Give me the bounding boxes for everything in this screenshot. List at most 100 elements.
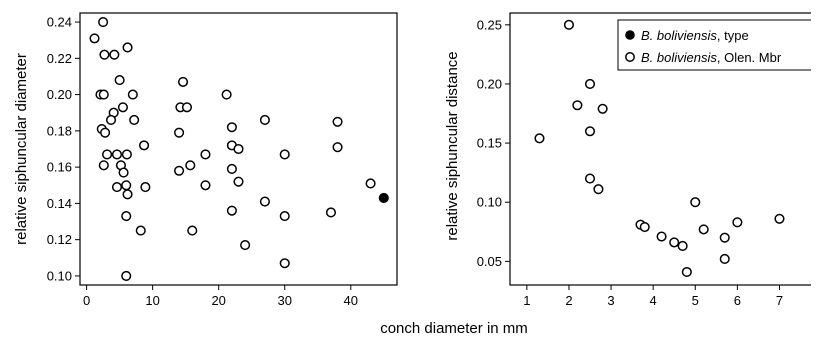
- legend-entry-olen-suffix: , Olen. Mbr: [717, 50, 782, 65]
- left-open-data-point: [98, 160, 109, 171]
- left-open-data-point: [118, 167, 129, 178]
- legend-box: [617, 19, 817, 71]
- right-x-tick-label: 1: [523, 293, 530, 308]
- left-x-tick-label: 30: [277, 293, 291, 308]
- right-open-data-point: [584, 173, 596, 184]
- left-open-data-point: [117, 102, 128, 113]
- left-open-data-point: [99, 49, 110, 60]
- left-x-tick-label: 10: [145, 293, 159, 308]
- left-open-data-point: [121, 149, 132, 160]
- left-open-data-point: [121, 211, 132, 222]
- right-x-tick-label: 2: [565, 293, 572, 308]
- right-x-tick-label: 3: [607, 293, 614, 308]
- left-x-tick-label: 20: [211, 293, 225, 308]
- left-open-data-point: [135, 225, 146, 236]
- left-y-tick-label: 0.12: [47, 232, 72, 247]
- left-open-data-point: [174, 127, 185, 138]
- left-y-axis-label: relative siphuncular diameter: [13, 53, 30, 245]
- left-open-data-point: [332, 116, 343, 127]
- right-open-data-point: [677, 240, 688, 252]
- right-open-data-point: [732, 217, 743, 228]
- right-y-tick-label: 0.10: [477, 195, 502, 210]
- legend-open-circle-marker: [625, 52, 635, 62]
- left-open-data-point: [325, 207, 337, 218]
- legend: B. boliviensis, type B. boliviensis, Ole…: [617, 19, 817, 71]
- right-plot-frame: [509, 12, 817, 286]
- left-open-data-point: [221, 89, 232, 100]
- right-open-data-point: [774, 213, 785, 224]
- left-y-tick-label: 0.22: [47, 51, 72, 66]
- right-open-data-point: [534, 133, 545, 144]
- right-open-data-point: [669, 237, 680, 248]
- right-y-tick-label: 0.25: [477, 17, 502, 32]
- left-open-data-point: [121, 180, 132, 191]
- left-data-points: [89, 17, 389, 281]
- right-scatter-panel: 123456780.050.100.150.200.25 relative si…: [444, 0, 817, 339]
- right-open-data-point: [690, 197, 701, 208]
- left-open-data-point: [127, 89, 138, 100]
- left-scatter-panel: 0 10 20 30 40 0.10 0.12 0.14 0.16 0.18 0.20 0.22 0.2…: [13, 12, 398, 308]
- right-x-tick-label: 7: [776, 293, 783, 308]
- right-open-data-point: [584, 78, 596, 90]
- right-axis-ticks: 123456780.050.100.150.200.25: [477, 17, 783, 308]
- right-open-data-point: [698, 224, 709, 235]
- left-open-data-point: [233, 176, 244, 187]
- left-open-data-point: [226, 205, 237, 216]
- left-x-tick-label: 0: [83, 293, 90, 308]
- right-open-data-point: [563, 19, 574, 30]
- left-open-data-point: [140, 182, 151, 193]
- right-open-data-point: [719, 232, 730, 243]
- left-open-data-point: [279, 211, 290, 222]
- left-open-data-point: [233, 143, 244, 155]
- left-open-data-point: [259, 196, 270, 207]
- right-y-axis-label: relative siphuncular distance: [444, 51, 461, 240]
- right-open-data-point: [719, 253, 730, 265]
- left-open-data-point: [240, 240, 251, 251]
- left-open-data-point: [187, 225, 198, 236]
- left-open-data-point: [100, 127, 111, 138]
- left-open-data-point: [105, 114, 117, 126]
- left-open-data-point: [111, 182, 123, 193]
- legend-entry-type-species: B. boliviensis: [641, 28, 717, 43]
- figure-right-crop: [811, 0, 817, 339]
- left-open-data-point: [139, 140, 150, 151]
- right-open-data-point: [656, 231, 667, 242]
- legend-filled-circle-marker: [625, 30, 635, 40]
- left-open-data-point: [102, 149, 113, 160]
- left-open-data-point: [121, 270, 132, 281]
- right-open-data-point: [597, 103, 608, 114]
- left-open-data-point: [111, 149, 123, 160]
- left-y-tick-label: 0.16: [47, 160, 72, 175]
- left-open-data-point: [332, 142, 343, 153]
- left-open-data-point: [174, 165, 185, 176]
- left-open-data-point: [279, 149, 290, 160]
- right-open-data-point: [681, 266, 692, 278]
- legend-entry-olen-species: B. boliviensis: [641, 50, 717, 65]
- right-x-tick-label: 5: [692, 293, 699, 308]
- left-open-data-point: [109, 49, 120, 60]
- left-open-data-point: [365, 178, 376, 189]
- left-open-data-point: [279, 258, 290, 269]
- left-axis-ticks: 0 10 20 30 40 0.10 0.12 0.14 0.16 0.18 0.20 0.22 0.2…: [47, 15, 358, 308]
- right-x-tick-label: 6: [734, 293, 741, 308]
- left-plot-frame: [79, 12, 398, 286]
- right-data-points: [534, 19, 785, 278]
- left-y-tick-label: 0.14: [47, 196, 72, 211]
- left-x-tick-label: 40: [344, 293, 358, 308]
- left-open-data-point: [122, 42, 133, 53]
- left-open-data-point: [177, 76, 189, 87]
- left-y-tick-label: 0.10: [47, 268, 72, 283]
- left-open-data-point: [114, 75, 125, 86]
- right-open-data-point: [584, 126, 596, 137]
- shared-x-axis-label: conch diameter in mm: [380, 320, 528, 337]
- left-open-data-point: [200, 149, 211, 160]
- left-y-tick-label: 0.20: [47, 87, 72, 102]
- left-open-data-point: [98, 89, 109, 100]
- left-open-data-point: [226, 122, 237, 133]
- legend-entry-type: B. boliviensis, type: [641, 28, 749, 43]
- left-open-data-point: [226, 163, 237, 174]
- legend-entry-type-suffix: , type: [717, 28, 749, 43]
- legend-entry-olen: B. boliviensis, Olen. Mbr: [641, 50, 782, 65]
- left-open-data-point: [185, 160, 196, 171]
